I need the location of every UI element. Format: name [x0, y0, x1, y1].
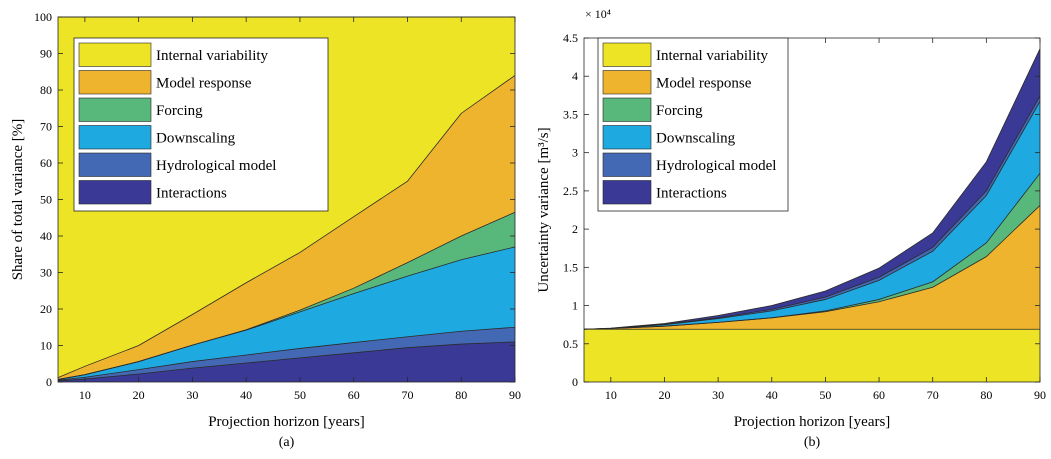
x-tick-label: 30 — [186, 388, 198, 402]
chart-b: 10 20 30 40 50 60 70 80 90 0 0.5 1 1.5 2 2.5 3 3.5 4 4.5 × … — [536, 7, 1046, 450]
y-tick-label: 10 — [40, 339, 52, 353]
legend-swatch-downscaling — [602, 125, 652, 150]
legend-label-interactions: Interactions — [156, 185, 227, 201]
x-tick-label: 20 — [133, 388, 145, 402]
y-tick-label: 4.5 — [563, 31, 578, 45]
y-tick-label: 4 — [572, 69, 578, 83]
legend-label-model-response: Model response — [156, 75, 252, 91]
caption: (b) — [804, 435, 821, 450]
x-tick-label: 30 — [712, 388, 724, 402]
y-tick-label: 1 — [572, 299, 578, 313]
x-tick-label: 80 — [455, 388, 467, 402]
area-model-response — [584, 205, 1040, 330]
y-tick-label: 30 — [40, 266, 52, 280]
y-tick-label: 3.5 — [563, 107, 578, 121]
x-tick-label: 10 — [79, 388, 91, 402]
legend-label-model-response: Model response — [656, 75, 752, 91]
area-model-response — [58, 75, 515, 380]
area-hydrological-model — [58, 327, 515, 381]
caption: (a) — [279, 435, 295, 450]
area-downscaling — [58, 246, 515, 381]
x-tick-label: 70 — [401, 388, 413, 402]
legend-label-forcing: Forcing — [156, 103, 203, 119]
legend-swatch-forcing — [78, 97, 152, 122]
y-tick-label: 50 — [40, 193, 52, 207]
legend-label-hydrological-model: Hydrological model — [656, 158, 776, 174]
x-tick-label: 50 — [294, 388, 306, 402]
legend-swatch-hydrological-model — [78, 152, 152, 177]
legend-swatch-interactions — [602, 180, 652, 205]
y-exponent-label: × 10⁴ — [585, 7, 611, 21]
legend-swatch-forcing — [602, 97, 652, 122]
legend-swatch-hydrological-model — [602, 152, 652, 177]
area-internal-variability — [584, 329, 1040, 382]
x-tick-label: 90 — [509, 388, 521, 402]
y-axis-label: Uncertainty variance [m³/s] — [536, 127, 552, 292]
x-tick-label: 70 — [927, 388, 939, 402]
y-tick-label: 0 — [572, 375, 578, 389]
boundary-hydrological-model — [583, 95, 1041, 330]
boundary-hydrological-model — [57, 326, 516, 381]
y-tick-label: 40 — [40, 229, 52, 243]
y-tick-label: 20 — [40, 302, 52, 316]
legend-label-downscaling: Downscaling — [156, 130, 236, 146]
legend-label-downscaling: Downscaling — [656, 130, 736, 146]
x-tick-label: 40 — [766, 388, 778, 402]
y-tick-label: 80 — [40, 83, 52, 97]
x-tick-label: 60 — [873, 388, 885, 402]
x-axis-label: Projection horizon [years] — [734, 414, 891, 430]
axes-frame — [583, 37, 1041, 383]
boundary-interactions — [57, 341, 516, 382]
y-tick-label: 60 — [40, 156, 52, 170]
legend-swatch-internal-variability — [78, 42, 152, 67]
y-tick-label: 0.5 — [563, 337, 578, 351]
x-tick-label: 20 — [658, 388, 670, 402]
y-tick-label: 1.5 — [563, 260, 578, 274]
area-downscaling — [584, 101, 1040, 330]
legend-swatch-model-response — [602, 70, 652, 95]
boundary-interactions — [583, 48, 1041, 330]
y-tick-label: 70 — [40, 120, 52, 134]
y-tick-label: 100 — [34, 10, 52, 24]
boundary-model-response — [57, 75, 516, 378]
y-tick-label: 2.5 — [563, 184, 578, 198]
x-tick-label: 40 — [240, 388, 252, 402]
legend-swatch-internal-variability — [602, 42, 652, 67]
chart-a: 10 20 30 40 50 60 70 80 90 0 10 20 30 40 50 60 70 80 90 100… — [10, 10, 521, 450]
x-tick-label: 50 — [819, 388, 831, 402]
y-tick-label: 2 — [572, 222, 578, 236]
legend-swatch-model-response — [78, 70, 152, 95]
x-axis-label: Projection horizon [years] — [208, 414, 365, 430]
boundary-forcing — [583, 173, 1041, 330]
legend-label-interactions: Interactions — [656, 185, 727, 201]
boundary-forcing — [57, 211, 516, 380]
area-interactions — [58, 341, 515, 382]
y-tick-label: 90 — [40, 47, 52, 61]
x-tick-label: 10 — [605, 388, 617, 402]
y-tick-label: 3 — [572, 146, 578, 160]
legend-swatch-downscaling — [78, 125, 152, 150]
legend: Internal variability Model response Forcin… — [73, 37, 329, 212]
x-tick-label: 60 — [348, 388, 360, 402]
y-tick-label: 0 — [46, 375, 52, 389]
legend-label-internal-variability: Internal variability — [656, 48, 769, 64]
legend-label-hydrological-model: Hydrological model — [156, 158, 276, 174]
legend-label-forcing: Forcing — [656, 103, 703, 119]
legend: Internal variability Model response Forcin… — [597, 37, 789, 212]
legend-label-internal-variability: Internal variability — [156, 48, 269, 64]
y-axis-label: Share of total variance [%] — [10, 119, 26, 281]
legend-swatch-interactions — [78, 180, 152, 205]
x-tick-label: 90 — [1034, 388, 1046, 402]
x-tick-label: 80 — [980, 388, 992, 402]
